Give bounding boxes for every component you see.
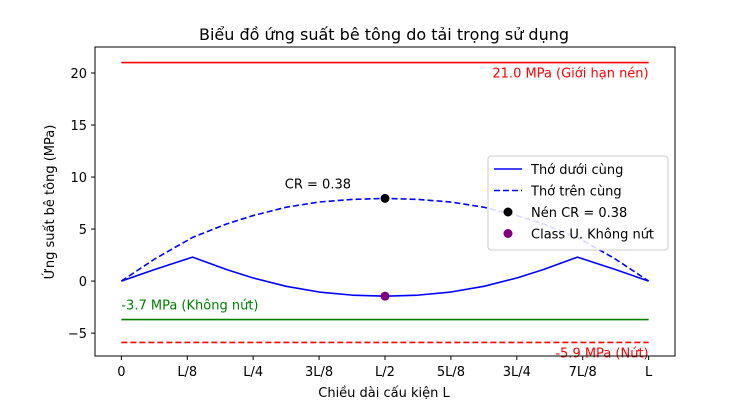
reference-line-label-1: -3.7 MPa (Không nứt)	[121, 299, 258, 314]
marker-points	[380, 193, 390, 301]
y-tick-label-2: 5	[79, 223, 87, 238]
reference-line-label-0: 21.0 MPa (Giới hạn nén)	[492, 67, 648, 82]
legend-label-3: Class U. Không nứt	[531, 228, 654, 243]
legend-box	[487, 155, 669, 251]
y-axis-label: Ứng suất bê tông (MPa)	[42, 125, 58, 280]
x-tick-label-3: 3L/8	[305, 365, 333, 380]
plot-frame	[94, 46, 676, 357]
marker-point-0	[380, 193, 390, 203]
y-tick-label-0: −5	[68, 327, 87, 342]
y-tick-label-1: 0	[79, 275, 87, 290]
legend-swatch-3	[503, 229, 513, 238]
x-tick-label-4: L/2	[375, 365, 395, 380]
legend-label-1: Thớ trên cùng	[530, 185, 622, 200]
cr-annotation: CR = 0.38	[285, 177, 351, 192]
x-tick-label-1: L/8	[177, 365, 197, 380]
y-tick-label-5: 20	[70, 67, 87, 82]
reference-labels: 21.0 MPa (Giới hạn nén) -3.7 MPa (Không n…	[121, 67, 648, 362]
axis-ticks: 0 L/8 L/4 3L/8 L/2 5L/8 3L/4 7L/8 L −5 0 5 10 15 20	[68, 67, 653, 380]
x-axis-label: Chiều dài cấu kiện L	[318, 386, 450, 400]
x-tick-label-7: 7L/8	[569, 365, 597, 380]
reference-line-label-2: -5.9 MPa (Nứt)	[555, 346, 648, 361]
x-tick-label-6: 3L/4	[503, 365, 531, 380]
legend-swatch-2	[503, 207, 513, 217]
marker-point-1	[380, 291, 390, 301]
x-tick-label-0: 0	[117, 365, 125, 380]
x-tick-label-5: 5L/8	[437, 365, 465, 380]
reference-lines	[121, 61, 649, 344]
x-tick-label-8: L	[645, 365, 653, 380]
legend: Thớ dưới cùng Thớ trên cùng Nén CR = 0.38 C…	[487, 155, 669, 251]
chart-title: Biểu đồ ứng suất bê tông do tải trọng sử…	[199, 25, 569, 44]
y-tick-label-4: 15	[70, 119, 87, 134]
legend-label-0: Thớ dưới cùng	[530, 163, 623, 178]
x-tick-label-2: L/4	[243, 365, 263, 380]
y-tick-label-3: 10	[70, 171, 87, 186]
legend-label-2: Nén CR = 0.38	[531, 206, 627, 221]
